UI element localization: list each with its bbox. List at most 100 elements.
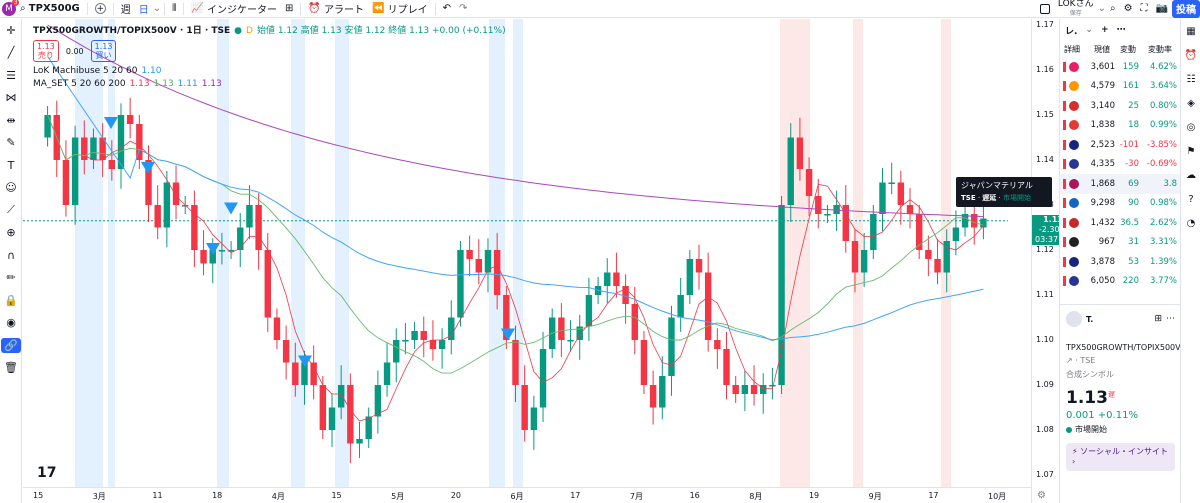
layout-name[interactable]: LOKさん 保存 <box>1057 0 1094 17</box>
alert-button[interactable]: ⏰ アラート <box>308 3 365 16</box>
lock-icon[interactable]: 🔒 <box>4 293 18 307</box>
flag-icon[interactable] <box>1063 120 1066 131</box>
flag-icon[interactable] <box>1063 61 1066 72</box>
trendline-icon[interactable]: ╱ <box>7 46 15 60</box>
chevron-down-icon[interactable]: ⌄ <box>152 3 162 14</box>
flag-icon[interactable] <box>1063 217 1066 228</box>
watchlist-row[interactable]: 1,838 18 0.99% <box>1060 116 1180 136</box>
interval-week[interactable]: 週 <box>120 5 131 16</box>
zoom-in-icon[interactable]: ⊕ <box>6 226 16 240</box>
layout-checkbox[interactable] <box>1036 0 1054 18</box>
ruler-icon[interactable]: ⟋ <box>7 203 15 217</box>
price-axis[interactable]: 1.171.161.151.141.131.121.111.101.091.08… <box>1031 19 1058 503</box>
more-icon[interactable]: ⋯ <box>1116 25 1126 35</box>
flag-icon[interactable] <box>1063 159 1066 170</box>
layers-icon[interactable]: ◈ <box>1187 97 1195 109</box>
chevron-down-icon[interactable]: ⌄ <box>1085 25 1093 35</box>
flag-icon[interactable]: ⚑ <box>1186 145 1196 157</box>
symbol-search[interactable]: ⌕ TPX500G <box>16 0 84 18</box>
detail-type: 合成シンボル <box>1066 370 1114 379</box>
flag-icon[interactable] <box>1063 256 1066 267</box>
eye-icon[interactable]: ◉ <box>6 316 16 330</box>
watchlist-row[interactable]: 1,868 69 3.8 <box>1060 174 1180 194</box>
grid-icon[interactable]: ⊞ <box>1154 314 1162 324</box>
trash-icon[interactable]: 🗑 <box>4 361 18 375</box>
buy-button[interactable]: 1.13 買い <box>90 40 117 62</box>
time-tick: 18 <box>212 491 223 500</box>
watchlist-row[interactable]: 9,298 90 0.98% <box>1060 194 1180 214</box>
col-pct[interactable]: 変動率 <box>1148 44 1172 54</box>
target-icon[interactable]: ◎ <box>1186 121 1196 133</box>
link-icon[interactable]: 🔗 <box>0 334 22 357</box>
quick-search-icon[interactable]: ⌕ <box>1109 3 1116 14</box>
compare-button[interactable]: + <box>91 0 110 18</box>
legend-title[interactable]: TPX500GROWTH/TOPIX500V · 1日 · TSE <box>33 26 231 36</box>
indicator-machibuse[interactable]: LoK Machibuse 5 20 60 <box>33 66 138 76</box>
price-chart[interactable] <box>23 19 1031 487</box>
pencil-lock-icon[interactable]: ✏ <box>6 271 16 285</box>
watchlist-row[interactable]: 3,878 53 1.39% <box>1060 252 1180 272</box>
watchlist-row[interactable]: 4,335 -30 -0.69% <box>1060 155 1180 175</box>
indicators-button[interactable]: 📈 インジケーター <box>191 3 277 16</box>
redo-button[interactable]: ↷ <box>459 3 468 14</box>
publish-button[interactable]: 投稿 <box>1172 0 1200 18</box>
watchlist-row[interactable]: 3,601 159 4.62% <box>1060 57 1180 77</box>
flag-icon[interactable] <box>1063 100 1066 111</box>
candle-body <box>558 317 565 340</box>
chart-pane[interactable]: TPX500GROWTH/TOPIX500V · 1日 · TSE ● D 始値… <box>23 19 1074 503</box>
chart-settings-icon[interactable]: ⚙ <box>1037 490 1046 501</box>
sell-button[interactable]: 1.13 売り <box>33 40 59 62</box>
tradingview-logo[interactable]: 17 <box>37 465 57 481</box>
watchlist-row[interactable]: 3,140 25 0.80% <box>1060 96 1180 116</box>
pattern-icon[interactable]: ⋈ <box>5 91 17 105</box>
watchlist-row[interactable]: 6,050 220 3.77% <box>1060 272 1180 292</box>
watchlist-row[interactable]: 1,432 36.5 2.62% <box>1060 213 1180 233</box>
replay-button[interactable]: ⏪ リプレイ <box>372 3 428 16</box>
watchlist-row[interactable]: 2,523 -101 -3.85% <box>1060 135 1180 155</box>
watchlist-icon[interactable]: ▦ <box>1186 25 1196 37</box>
add-symbol-icon[interactable]: + <box>1100 25 1109 35</box>
undo-button[interactable]: ↶ <box>442 3 452 14</box>
col-chg[interactable]: 変動 <box>1120 44 1136 54</box>
fib-icon[interactable]: ☰ <box>6 68 16 82</box>
indicator-ma-set[interactable]: MA_SET 5 20 60 200 <box>33 79 126 89</box>
fullscreen-icon[interactable]: ⛶ <box>1140 3 1148 14</box>
social-insights-button[interactable]: ⚡ ソーシャル・インサイト › <box>1066 443 1175 471</box>
help-icon[interactable]: ? <box>1188 193 1194 205</box>
watchlist-row[interactable]: 4,579 161 3.64% <box>1060 77 1180 97</box>
brush-icon[interactable]: ✎ <box>6 136 16 150</box>
text-icon[interactable]: T <box>7 158 15 172</box>
time-tick: 3月 <box>92 492 106 501</box>
chevron-down-icon[interactable]: ⌄ <box>1097 3 1106 14</box>
emoji-icon[interactable]: ☺ <box>5 181 17 195</box>
watchlist-row[interactable]: 967 31 3.31% <box>1060 233 1180 253</box>
prediction-icon[interactable]: ⇹ <box>6 113 16 127</box>
interval-day[interactable]: 日 <box>138 5 149 16</box>
eye-icon[interactable]: ● <box>234 26 243 36</box>
cloud-icon[interactable]: ☁ <box>1186 169 1196 181</box>
time-axis[interactable]: 15 3月 11 18 4月 15 5月 20 6月 17 7月 16 8月 19 9月 17 10月 <box>23 487 1031 503</box>
magnet-icon[interactable]: ∩ <box>6 248 16 262</box>
flag-icon[interactable] <box>1063 81 1066 92</box>
candles-icon[interactable]: ⫴ <box>172 3 177 14</box>
flag-icon[interactable] <box>1063 139 1066 150</box>
settings-icon[interactable]: ⚙ <box>1123 3 1133 14</box>
flag-icon[interactable] <box>1063 276 1066 287</box>
candle-body <box>585 295 593 327</box>
more-icon[interactable]: ⋯ <box>1166 314 1175 324</box>
col-last[interactable]: 現値 <box>1094 44 1110 54</box>
flag-icon[interactable] <box>1063 178 1066 189</box>
grid-icon[interactable]: ⊞ <box>284 3 294 14</box>
candle-body <box>723 349 730 385</box>
crosshair-icon[interactable]: ✛ <box>6 23 16 37</box>
flag-icon[interactable] <box>1063 198 1066 209</box>
flag-icon[interactable] <box>1063 237 1066 248</box>
watchlist-title[interactable]: レ. <box>1065 26 1078 37</box>
list-icon[interactable]: ☷ <box>1186 73 1196 85</box>
screenshot-icon[interactable]: 📷 <box>1155 3 1168 14</box>
alarm-icon[interactable]: ⏰ <box>1184 49 1198 61</box>
col-detail[interactable]: 詳細 <box>1064 44 1080 54</box>
notification-badge: 3 <box>12 0 19 6</box>
notification-icon[interactable]: ◔ <box>1186 217 1196 229</box>
